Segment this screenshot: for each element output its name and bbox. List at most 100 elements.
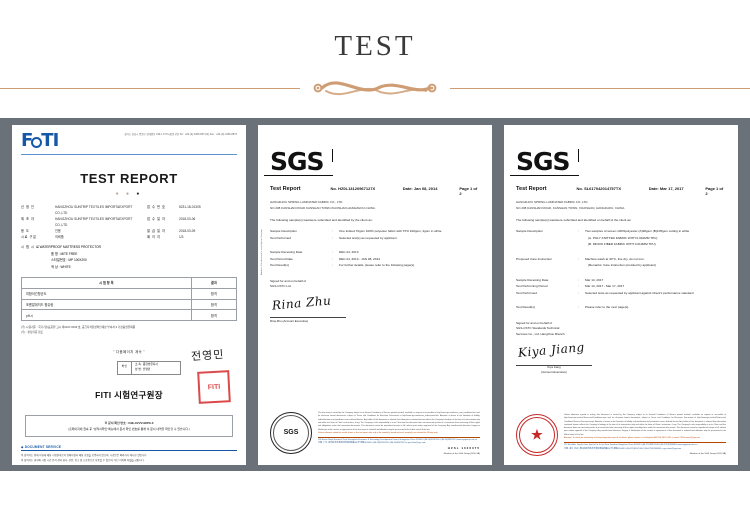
field-value: 5231-18-01305 <box>179 205 201 209</box>
signed-for-line: Signed for and on behalf of <box>516 320 553 325</box>
field-label: Sample Receiving Date <box>516 277 549 282</box>
report-fields: Sample Description : Two samples of wove… <box>516 228 726 310</box>
product-sub-value: WHITE <box>60 264 71 269</box>
divider-line-left <box>0 88 300 89</box>
field-label: 용 도 <box>21 229 30 234</box>
page-header: TEST <box>0 0 750 118</box>
table-header-row: 시 험 항 목 결과 <box>21 277 238 289</box>
sgs-tick-mark <box>331 149 333 162</box>
confirm-number: ※ 문서 확인 번호 : C9E-XVVV-9KP9-X <box>104 420 154 425</box>
report-date: Date: Jan 08, 2014 <box>402 186 438 191</box>
field-subvalue: (A. POLY KNITTED FABRIC WITH 0.010MM TPU… <box>588 235 658 240</box>
handwritten-signature: Kiya Jiang <box>517 340 586 360</box>
signer-box: 확인 소 속 : 종합섬유지사 성 명 : 전영민 <box>117 361 181 375</box>
field-value: 의뢰품 <box>55 235 64 240</box>
product-block: 시 험 시 료WATERPROOF MATTRESS PROTECTOR 품 명… <box>21 245 101 269</box>
confirm-hint: (홈페이지에 접속 후 "성적서확인"메뉴에서 문서 확인 번호를 통해 이 문… <box>68 427 190 432</box>
lead-text: The following sample(s) was/were submitt… <box>270 218 373 223</box>
footer-member: Member of the SGS Group (SGS SA) <box>689 453 726 456</box>
signature-role: (Account Executive) <box>541 369 567 374</box>
table-row: 포름알데히드 함유량 합격 <box>21 298 238 311</box>
table-row: 미합아간항균도 합격 <box>21 287 238 300</box>
product-label: 시 험 시 료 <box>21 245 40 250</box>
field-label: 페 이 지 <box>147 235 161 240</box>
field-row: Test Performing Period : Mar 14, 2017 - … <box>516 283 726 289</box>
signature-block: Signed for and on behalf of SGS-CSTC Ltd… <box>270 279 480 325</box>
field-value: Mar 14, 2017 - Mar 17, 2017 <box>585 284 625 289</box>
handwritten-signature: Rina Zhu <box>271 293 332 313</box>
report-title: Test Report <box>516 186 547 192</box>
legal-warning: Unless otherwise stated the results show… <box>318 431 438 434</box>
certificate-sgs-2017[interactable]: SGS Test Report No. SL617042014757TX Dat… <box>504 125 738 465</box>
contact-line: 中国 ·浙江 ·杭州 ·萧山区经济技术开发区建设四路197号 邮编:310020… <box>564 447 682 450</box>
field-value: DEC.24, 2013 - JAN 08, 2014 <box>339 256 380 261</box>
address-line: HANGZHOU SPRING LAMINATED FABRIC CO.,LTD… <box>516 200 589 204</box>
field-subvalue: (B. MICRO FIBER FABRIC WITH 0.010MM TPU) <box>588 242 656 247</box>
issuer-name: FITI 시험연구원장 <box>95 389 163 400</box>
field-label: 접 수 일 자 <box>147 217 166 222</box>
field-row: 용 도 인용 발 급 일 자 2018-03-09 <box>21 228 237 234</box>
table-notes: (주) 시험기준 : 국가기술표준원 고시 제2017-0033 호, 공급자적… <box>21 325 237 335</box>
field-value: HANGZHOU SUNTRIP TEXTILES IMPORT&EXPORT … <box>55 205 133 216</box>
field-row: 신 청 인 HANGZHOU SUNTRIP TEXTILES IMPORT&EX… <box>21 204 237 216</box>
field-label: 시료 구분 <box>21 235 37 240</box>
certificate-fiti[interactable]: F TI 경기도 성남시 중원구 상대원동 190-1 FITI시험연구원 Tel… <box>12 125 246 465</box>
field-label: Sample Description <box>516 229 543 234</box>
signature-rule <box>270 317 346 318</box>
certificate-sgs-2014[interactable]: Attention: This document is issued by th… <box>258 125 492 465</box>
address-line: HANGZHOU SPRING LAMINATED FABRIC CO., LT… <box>270 200 344 204</box>
field-value: 2018-03-06 <box>179 217 196 222</box>
cell-result: 합격 <box>190 287 238 300</box>
field-value: Please refer to the next page(s). <box>585 305 630 310</box>
field-row: 제 조 자 HANGZHOU SUNTRIP TEXTILES IMPORT&EX… <box>21 216 237 228</box>
report-page: Page 1 of 2 <box>705 186 724 196</box>
document-service-section: ◆ DOCUMENT SERVICE 이 성적서는 위에 서류에 해당 시험결과… <box>21 445 237 463</box>
field-row: Sample Receiving Date : Mar 14, 2017 <box>516 277 726 283</box>
product-sub-value: MP 100X200 <box>68 258 87 263</box>
signature-block: Signed for and on behalf of SGS-CSTC Sta… <box>516 321 726 375</box>
field-subvalue: (Remarks: Care instruction provided by a… <box>588 263 656 268</box>
document-service-heading: ◆ DOCUMENT SERVICE <box>21 445 62 450</box>
report-header: Test Report No. SL617042014757TX Date: M… <box>516 186 726 196</box>
client-address: HANGZHOU SPRING LAMINATED FABRIC CO.,LTD… <box>516 200 726 211</box>
field-label: Proposed Care Instruction <box>516 256 552 261</box>
field-row: 시료 구분 의뢰품 페 이 지 1/3 <box>21 234 237 240</box>
service-line: 이 성적서는 위에 서류에 해당 시험결과로서 전체지정과 해당 공정을 보증하… <box>21 454 148 458</box>
field-value: Machine wash at 40°C, line dry, do not i… <box>585 256 645 261</box>
field-label: Test Result(s) <box>270 263 289 268</box>
field-row: Sample Description : Two samples of wove… <box>516 228 726 247</box>
field-value: 1/3 <box>179 235 184 240</box>
signed-for-entity: SGS-CSTC Ltd. <box>270 284 292 289</box>
footer-member: Member of the SGS Group (SGS SA) <box>443 453 480 456</box>
report-title: TEST REPORT <box>80 171 178 186</box>
field-value: 인용 <box>55 229 61 234</box>
footer-rule <box>318 436 480 438</box>
field-label: 접 수 번 호 <box>147 205 166 209</box>
field-row: Test Performed : Selected test(s) as req… <box>270 235 480 241</box>
field-row: Test Result(s) : For further details, pl… <box>270 262 480 268</box>
seal-label: SGS <box>283 429 299 437</box>
table-row: pH시 합격 <box>21 309 238 322</box>
cell-test-name: 포름알데히드 함유량 <box>21 298 192 311</box>
fiti-header-rule <box>21 154 237 155</box>
footer-rule <box>564 441 726 443</box>
field-label: Test Performed <box>270 235 291 240</box>
sgs-tick-mark <box>577 149 579 162</box>
signed-for-branch: Services Co., Ltd. Hangzhou Branch <box>516 331 565 336</box>
signature-name: Rina Zhu (Account Executive) <box>270 319 309 324</box>
cell-test-name: 미합아간항균도 <box>21 287 192 300</box>
documents-row: F TI 경기도 성남시 중원구 상대원동 190-1 FITI시험연구원 Tel… <box>12 125 738 465</box>
report-date: Date: Mar 17, 2017 <box>648 186 684 191</box>
note-line: (주) : 판정기준 참조 <box>21 331 44 335</box>
contact-line: 198 Kezhu Road,Scientech Park Guangzhou … <box>318 438 478 441</box>
document-confirm-box: ※ 문서 확인 번호 : C9E-XVVV-9KP9-X (홈페이지에 접속 후… <box>25 414 233 438</box>
legal-text-block: Unless otherwise agreed in writing, this… <box>564 414 726 457</box>
document-service-rule <box>21 450 237 452</box>
next-page-note: " 다음페이지 계속 " <box>113 350 145 355</box>
field-row: Sample Receiving Date : DEC.24, 2013 <box>270 249 480 255</box>
field-label: Test Performed <box>516 290 537 295</box>
signature-rule <box>516 364 592 365</box>
field-row: Sample Description : One knitted 70gsm 1… <box>270 228 480 234</box>
lead-text: The following sample(s) was/were submitt… <box>516 218 632 223</box>
field-value: One knitted 70gsm 100% polyester fabric … <box>339 229 442 234</box>
